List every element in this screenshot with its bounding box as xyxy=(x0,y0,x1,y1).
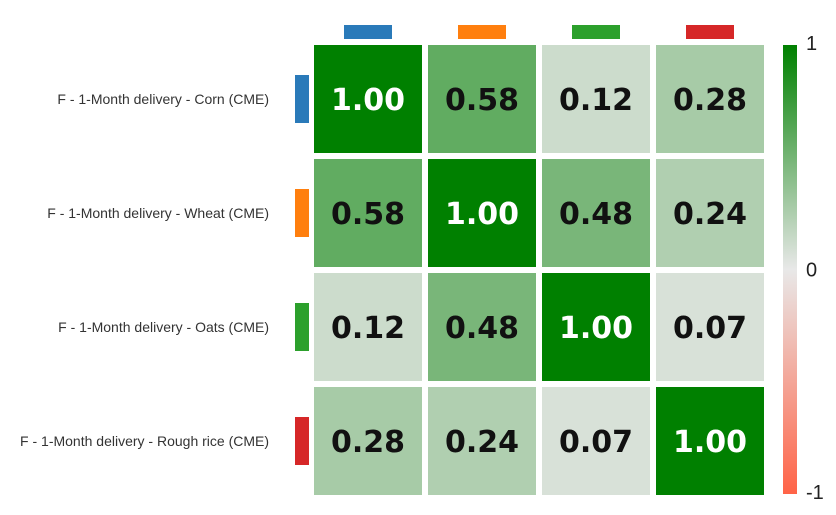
colorbar: 1 0 -1 xyxy=(783,33,824,504)
cell-value-label: 0.58 xyxy=(331,197,405,232)
heatmap-cell xyxy=(542,159,650,267)
column-marker xyxy=(572,25,620,39)
column-markers xyxy=(344,25,734,39)
heatmap-cell xyxy=(314,387,422,495)
cell-value-label: 0.24 xyxy=(673,197,747,232)
cell-value-label: 0.12 xyxy=(331,311,405,346)
cell-value-label: 0.28 xyxy=(331,425,405,460)
cell-value-label: 1.00 xyxy=(445,197,519,232)
cell-value-label: 0.48 xyxy=(559,197,633,232)
row-marker xyxy=(295,75,309,123)
row-label: F - 1-Month delivery - Corn (CME) xyxy=(57,91,269,107)
row-label: F - 1-Month delivery - Wheat (CME) xyxy=(47,205,269,221)
heatmap-cell xyxy=(428,45,536,153)
colorbar-gradient xyxy=(783,45,797,494)
heatmap-cell xyxy=(656,159,764,267)
heatmap-cell xyxy=(428,159,536,267)
cell-value-label: 0.07 xyxy=(559,425,633,460)
column-marker xyxy=(458,25,506,39)
column-marker xyxy=(686,25,734,39)
row-marker xyxy=(295,303,309,351)
cell-value-label: 0.58 xyxy=(445,83,519,118)
cell-value-label: 0.12 xyxy=(559,83,633,118)
column-marker xyxy=(344,25,392,39)
colorbar-tick-label: 0 xyxy=(806,260,817,282)
cell-value-label: 1.00 xyxy=(559,311,633,346)
cell-value-label: 0.24 xyxy=(445,425,519,460)
heatmap-cell xyxy=(428,387,536,495)
heatmap-cell xyxy=(542,387,650,495)
heatmap-cell xyxy=(656,387,764,495)
colorbar-tick-label: -1 xyxy=(806,482,824,504)
heatmap-cell xyxy=(314,45,422,153)
row-label: F - 1-Month delivery - Rough rice (CME) xyxy=(20,433,269,449)
heatmap-cell xyxy=(314,273,422,381)
heatmap-cells: 1.00 0.58 0.12 0.28 0.58 1.00 0.48 0.24 0.12 0.48… xyxy=(314,45,764,495)
heatmap-cell xyxy=(656,273,764,381)
row-labels: F - 1-Month delivery - Corn (CME) F - 1-M… xyxy=(20,91,269,449)
colorbar-tick-label: 1 xyxy=(806,33,817,55)
cell-value-label: 0.07 xyxy=(673,311,747,346)
heatmap-cell xyxy=(656,45,764,153)
cell-value-label: 0.48 xyxy=(445,311,519,346)
heatmap-cell xyxy=(542,273,650,381)
heatmap-cell xyxy=(314,159,422,267)
row-marker xyxy=(295,417,309,465)
row-label: F - 1-Month delivery - Oats (CME) xyxy=(58,319,269,335)
row-marker xyxy=(295,189,309,237)
cell-value-label: 1.00 xyxy=(331,83,405,118)
cell-value-label: 1.00 xyxy=(673,425,747,460)
cell-value-label: 0.28 xyxy=(673,83,747,118)
heatmap-cell xyxy=(542,45,650,153)
heatmap-cell xyxy=(428,273,536,381)
row-markers xyxy=(295,75,309,465)
